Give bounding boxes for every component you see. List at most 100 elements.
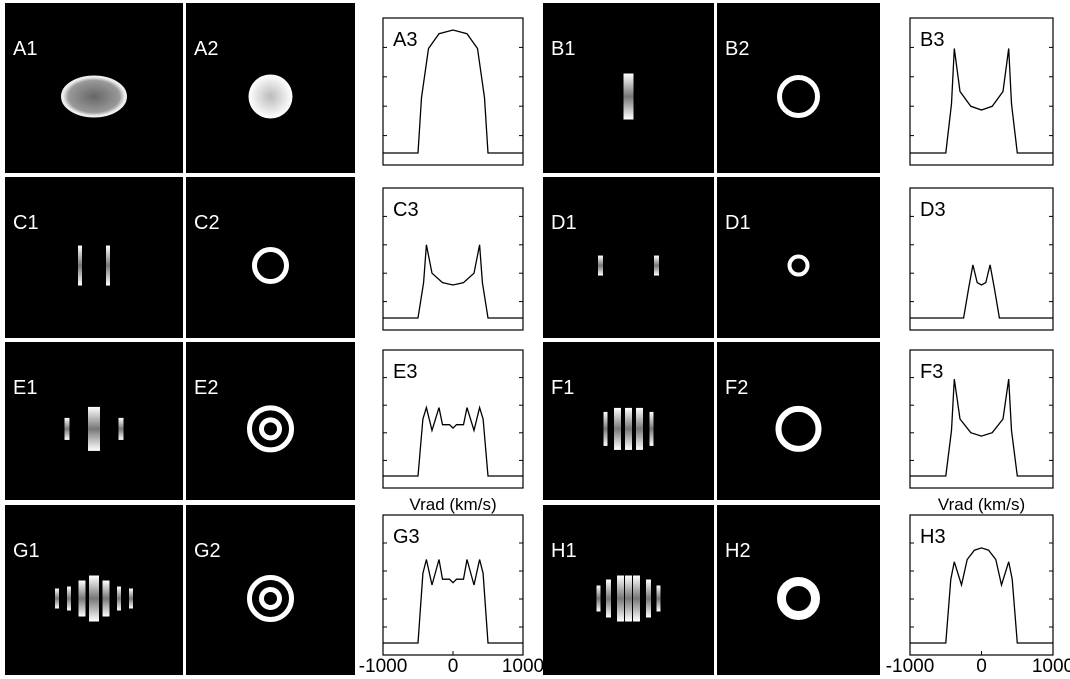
profile-plot: F3 Vrad (km/s) xyxy=(909,349,1054,514)
image-feature xyxy=(606,579,611,618)
image-feature xyxy=(55,588,59,609)
plot-label: H3 xyxy=(920,526,946,548)
image-feature xyxy=(775,405,822,452)
profile-line xyxy=(910,264,1053,319)
plot-frame xyxy=(382,17,524,166)
image-feature xyxy=(102,580,110,617)
image-panel: C1 xyxy=(5,177,183,338)
panel-background xyxy=(186,177,355,338)
image-feature xyxy=(117,586,121,611)
panel-label: F1 xyxy=(551,377,574,399)
panel-background xyxy=(717,3,880,173)
panel-label: G1 xyxy=(13,540,40,562)
image-feature xyxy=(252,247,289,285)
image-feature xyxy=(603,411,608,446)
image-panel: B2 xyxy=(717,3,880,173)
image-feature xyxy=(259,417,282,441)
image-feature xyxy=(88,406,100,451)
panel-background xyxy=(717,342,880,500)
profile-line xyxy=(383,559,523,644)
image-panel: B1 xyxy=(543,3,714,173)
image-feature xyxy=(625,407,632,450)
plot-label: E3 xyxy=(393,361,417,383)
image-feature xyxy=(248,74,293,119)
plot-frame xyxy=(909,17,1054,166)
profile-plot: D3 xyxy=(909,187,1054,331)
plot-label: C3 xyxy=(393,199,419,221)
image-feature xyxy=(614,407,621,450)
axis-label: Vrad (km/s) xyxy=(938,495,1025,514)
profile-plot: B3 xyxy=(909,17,1054,166)
panel-label: C1 xyxy=(13,212,39,234)
plot-label: B3 xyxy=(920,29,944,51)
plot-frame xyxy=(382,514,524,656)
image-feature xyxy=(654,255,659,276)
x-tick-label: 0 xyxy=(448,656,459,677)
panel-label: B2 xyxy=(725,38,749,60)
plot-frame xyxy=(382,187,524,331)
image-feature xyxy=(64,417,70,440)
image-panel: D1 xyxy=(717,177,880,338)
image-feature xyxy=(617,575,624,622)
profile-line xyxy=(383,405,523,477)
panel-label: E2 xyxy=(194,377,218,399)
plot-label: A3 xyxy=(393,29,417,51)
panel-background xyxy=(543,177,714,338)
image-panel: A2 xyxy=(186,3,355,173)
x-tick-label: 1000 xyxy=(1032,656,1070,677)
plot-label: F3 xyxy=(920,361,943,383)
image-feature xyxy=(625,575,632,622)
plot-label: D3 xyxy=(920,199,946,221)
image-panel: G2 xyxy=(186,505,355,675)
image-panel: C2 xyxy=(186,177,355,338)
image-feature xyxy=(118,417,124,440)
image-feature xyxy=(596,585,601,612)
image-panel: E1 xyxy=(5,342,183,500)
profile-plot: C3 xyxy=(382,187,524,331)
image-feature xyxy=(649,411,654,446)
image-panel: D1 xyxy=(543,177,714,338)
image-panel: H1 xyxy=(543,505,714,675)
profile-line xyxy=(910,48,1053,154)
panel-label: B1 xyxy=(551,38,575,60)
plot-label: G3 xyxy=(393,526,420,548)
image-feature xyxy=(78,580,86,617)
plot-frame xyxy=(909,187,1054,331)
plot-frame xyxy=(909,349,1054,489)
panel-label: F2 xyxy=(725,377,748,399)
image-feature xyxy=(636,407,643,450)
image-feature xyxy=(78,245,82,286)
panel-label: G2 xyxy=(194,540,221,562)
image-feature xyxy=(129,588,133,609)
image-panel: G1 xyxy=(5,505,183,675)
image-panel: F2 xyxy=(717,342,880,500)
image-feature xyxy=(787,254,810,277)
x-tick-label: -1000 xyxy=(886,656,935,677)
panel-label: A2 xyxy=(194,38,218,60)
panel-label: D1 xyxy=(551,212,577,234)
profile-line xyxy=(910,547,1053,644)
image-panel: H2 xyxy=(717,505,880,675)
image-feature xyxy=(247,405,294,453)
panel-background xyxy=(5,177,183,338)
image-feature xyxy=(777,577,820,620)
image-feature xyxy=(633,575,640,622)
panel-background xyxy=(717,505,880,675)
profile-plot: E3 Vrad (km/s) xyxy=(382,349,524,514)
image-panel: F1 xyxy=(543,342,714,500)
image-panel: A1 xyxy=(5,3,183,173)
image-feature xyxy=(106,245,110,286)
image-feature xyxy=(646,579,651,618)
panel-label: H1 xyxy=(551,540,577,562)
profile-plot: G3 -1000 0 1000 xyxy=(359,514,544,677)
x-tick-label: 0 xyxy=(976,656,987,677)
profile-line xyxy=(383,244,523,319)
axis-label: Vrad (km/s) xyxy=(409,495,496,514)
profile-line xyxy=(910,379,1053,477)
plot-frame xyxy=(909,514,1054,656)
panel-label: C2 xyxy=(194,212,220,234)
image-feature xyxy=(777,75,820,118)
plot-frame xyxy=(382,349,524,489)
image-feature xyxy=(67,586,71,611)
